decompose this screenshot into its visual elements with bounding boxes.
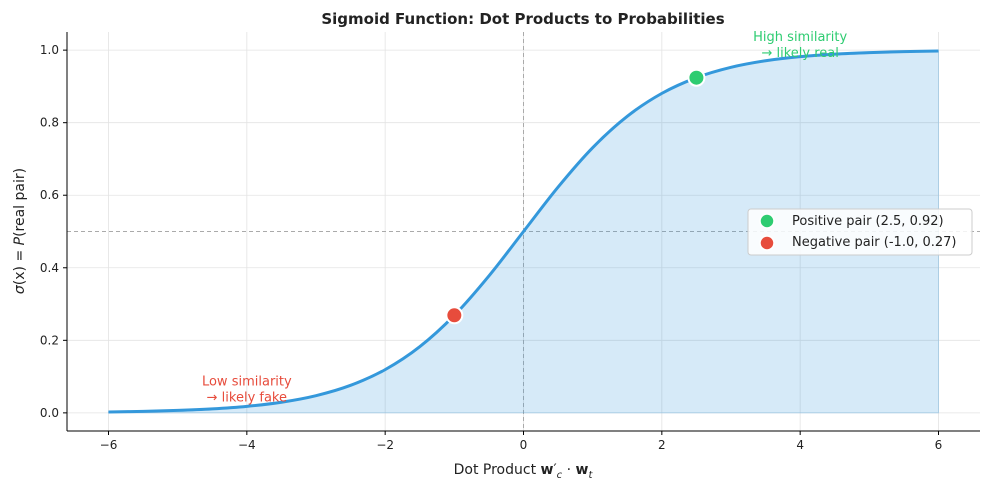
x-tick-label: −4 (238, 438, 256, 452)
x-label-w1: w (541, 462, 554, 478)
legend-marker-positive (759, 213, 775, 229)
x-tick-label: 6 (935, 438, 943, 452)
annotation-low-line1: Low similarity (202, 375, 292, 390)
x-label-dot: · (562, 462, 575, 478)
x-label-w2: w (576, 462, 589, 478)
x-label-sub1: c (557, 470, 563, 481)
legend-marker-negative (759, 235, 775, 251)
annotations: High similarity → likely real Low simila… (202, 30, 847, 406)
legend: Positive pair (2.5, 0.92) Negative pair … (747, 208, 973, 256)
y-tick-label: 0.2 (40, 333, 59, 347)
y-label-sigma: σ (12, 284, 28, 294)
x-tick-label: 0 (520, 438, 528, 452)
x-label-prefix: Dot Product (454, 462, 541, 478)
y-ticks: 0.0 0.2 0.4 0.6 0.8 1.0 (40, 43, 67, 420)
y-label-tail: (real pair) (12, 168, 28, 237)
x-tick-label: −6 (100, 438, 118, 452)
annotation-high-line2: → likely real (761, 46, 838, 61)
x-tick-label: −2 (376, 438, 394, 452)
x-tick-label: 2 (658, 438, 666, 452)
y-tick-label: 0.8 (40, 116, 59, 130)
y-label-p: P (12, 236, 28, 245)
x-label-sub2: t (588, 470, 593, 481)
highlighted-points (445, 68, 706, 325)
positive-pair-point (687, 68, 706, 87)
x-ticks: −6 −4 −2 0 2 4 6 (100, 431, 943, 452)
annotation-low-line2: → likely fake (207, 391, 287, 406)
x-label-prime: ′ (553, 462, 556, 478)
y-tick-label: 0.6 (40, 188, 59, 202)
y-tick-label: 0.0 (40, 406, 59, 420)
y-tick-label: 1.0 (40, 43, 59, 57)
legend-label-positive: Positive pair (2.5, 0.92) (792, 214, 944, 229)
y-tick-label: 0.4 (40, 261, 59, 275)
x-tick-label: 4 (796, 438, 804, 452)
y-axis-label: σ(x) = P(real pair) (12, 168, 28, 294)
sigmoid-curve (108, 49, 939, 414)
legend-label-negative: Negative pair (-1.0, 0.27) (792, 235, 957, 250)
x-axis-label: Dot Product w′c · wt (454, 462, 594, 481)
annotation-high-line1: High similarity (753, 30, 847, 45)
negative-pair-point (445, 306, 464, 325)
y-label-rest: (x) = (12, 245, 28, 285)
legend-box (747, 208, 973, 256)
chart-title: Sigmoid Function: Dot Products to Probab… (321, 10, 724, 28)
